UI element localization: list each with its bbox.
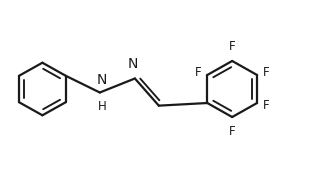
Text: N: N <box>128 57 138 71</box>
Text: N: N <box>97 73 107 87</box>
Text: F: F <box>229 125 236 138</box>
Text: F: F <box>194 66 201 79</box>
Text: F: F <box>263 99 270 112</box>
Text: F: F <box>263 66 270 79</box>
Text: F: F <box>229 40 236 53</box>
Text: H: H <box>98 100 106 113</box>
